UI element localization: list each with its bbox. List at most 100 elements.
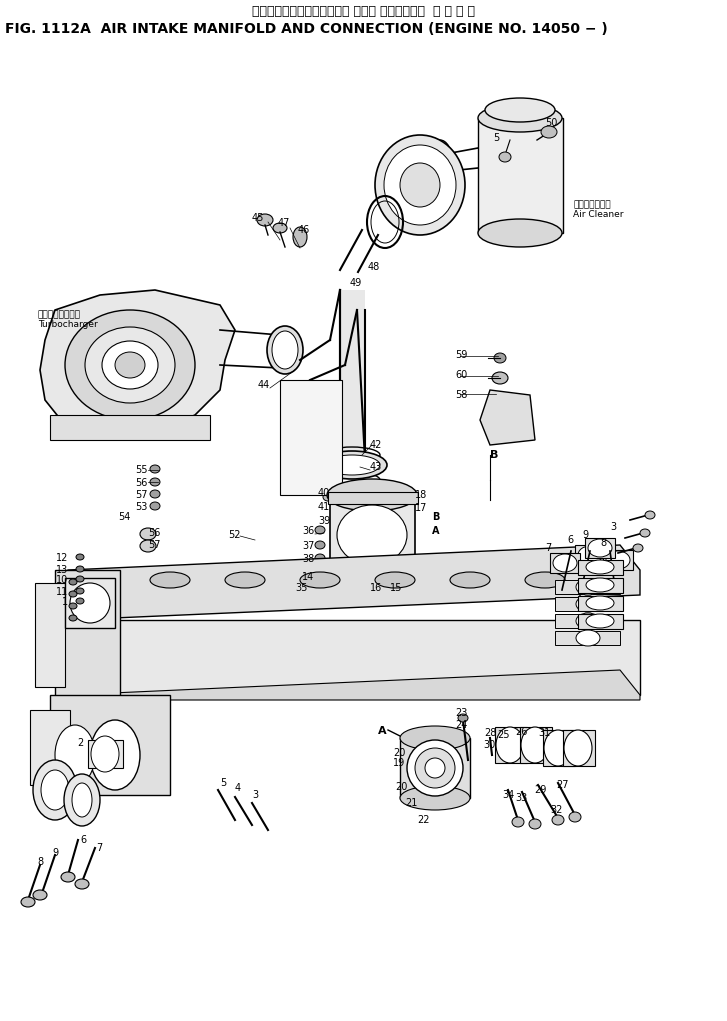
Text: 57: 57 — [148, 540, 161, 550]
Ellipse shape — [150, 502, 160, 510]
Ellipse shape — [384, 145, 456, 225]
Text: 34: 34 — [502, 790, 514, 800]
Text: 47: 47 — [278, 218, 290, 228]
Text: 28: 28 — [484, 728, 497, 738]
Text: 11: 11 — [56, 587, 68, 597]
Ellipse shape — [327, 479, 417, 510]
Bar — [495, 727, 527, 763]
Ellipse shape — [69, 603, 77, 609]
Polygon shape — [68, 670, 640, 700]
Text: 5: 5 — [220, 778, 226, 788]
Text: 15: 15 — [390, 583, 402, 593]
Text: 2: 2 — [77, 738, 83, 748]
Text: 9: 9 — [582, 530, 588, 540]
Ellipse shape — [512, 817, 524, 827]
Text: 1: 1 — [62, 597, 68, 607]
Ellipse shape — [150, 490, 160, 498]
Text: 46: 46 — [298, 225, 310, 235]
Bar — [603, 550, 633, 570]
Bar — [328, 492, 418, 504]
Ellipse shape — [21, 897, 35, 907]
Text: 38: 38 — [302, 554, 314, 564]
Bar — [563, 730, 595, 766]
Text: B: B — [490, 450, 499, 460]
Ellipse shape — [645, 510, 655, 519]
Bar — [88, 740, 123, 768]
Text: 20: 20 — [395, 782, 407, 792]
Ellipse shape — [61, 872, 75, 882]
Ellipse shape — [492, 372, 508, 384]
Ellipse shape — [64, 774, 100, 826]
Bar — [555, 597, 620, 611]
Bar — [578, 560, 623, 575]
Ellipse shape — [273, 223, 287, 233]
Ellipse shape — [300, 572, 340, 588]
Text: 56: 56 — [135, 478, 148, 488]
Ellipse shape — [337, 505, 407, 565]
Text: 39: 39 — [318, 516, 330, 526]
Ellipse shape — [586, 560, 614, 574]
Ellipse shape — [586, 578, 614, 592]
Ellipse shape — [450, 572, 490, 588]
Ellipse shape — [75, 879, 89, 889]
Bar — [50, 415, 210, 440]
Text: 52: 52 — [228, 530, 241, 540]
Text: A: A — [432, 526, 440, 536]
Text: 8: 8 — [37, 857, 43, 867]
Ellipse shape — [576, 613, 600, 629]
Ellipse shape — [69, 591, 77, 597]
Bar — [68, 620, 640, 695]
Ellipse shape — [76, 576, 84, 582]
Bar — [280, 380, 342, 495]
Text: 13: 13 — [56, 565, 68, 575]
Ellipse shape — [41, 770, 69, 810]
Bar — [478, 118, 563, 233]
Bar — [575, 545, 605, 565]
Ellipse shape — [576, 579, 600, 595]
Ellipse shape — [576, 596, 600, 612]
Ellipse shape — [33, 890, 47, 900]
Ellipse shape — [315, 526, 325, 534]
Ellipse shape — [428, 140, 452, 180]
Text: 58: 58 — [455, 390, 467, 400]
Ellipse shape — [150, 478, 160, 486]
Ellipse shape — [576, 630, 600, 646]
Ellipse shape — [76, 554, 84, 560]
Text: 23: 23 — [455, 708, 467, 718]
Ellipse shape — [150, 572, 190, 588]
Ellipse shape — [586, 596, 614, 610]
Text: 49: 49 — [350, 278, 362, 288]
Text: 10: 10 — [56, 575, 68, 585]
Text: 20: 20 — [393, 748, 406, 758]
Ellipse shape — [375, 572, 415, 588]
Text: 3: 3 — [252, 790, 258, 800]
Ellipse shape — [375, 135, 465, 235]
Ellipse shape — [102, 341, 158, 389]
Ellipse shape — [65, 310, 195, 420]
Ellipse shape — [267, 326, 303, 374]
Ellipse shape — [315, 541, 325, 549]
Ellipse shape — [69, 579, 77, 585]
Bar — [578, 614, 623, 629]
Text: 36: 36 — [302, 526, 314, 536]
Text: 21: 21 — [405, 798, 417, 808]
Bar — [400, 738, 470, 798]
Ellipse shape — [586, 614, 614, 628]
Text: 33: 33 — [515, 793, 527, 803]
Ellipse shape — [55, 725, 95, 785]
Ellipse shape — [640, 529, 650, 537]
Text: 43: 43 — [370, 461, 382, 472]
Ellipse shape — [91, 736, 119, 772]
Ellipse shape — [293, 227, 307, 247]
Text: 60: 60 — [455, 370, 467, 380]
Ellipse shape — [76, 598, 84, 604]
Ellipse shape — [606, 551, 630, 569]
Polygon shape — [480, 390, 535, 445]
Bar — [35, 583, 65, 687]
Text: 12: 12 — [56, 553, 68, 563]
Text: B: B — [432, 512, 439, 522]
Ellipse shape — [633, 544, 643, 552]
Ellipse shape — [70, 583, 110, 623]
Text: 35: 35 — [295, 583, 308, 593]
Text: 56: 56 — [148, 528, 161, 538]
